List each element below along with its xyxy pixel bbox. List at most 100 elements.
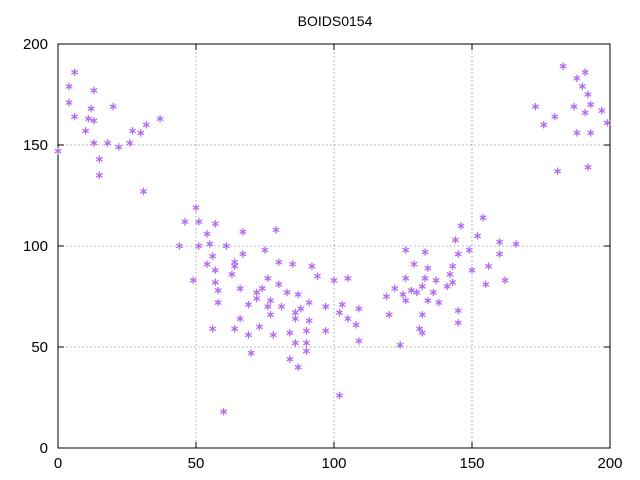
data-point: [189, 276, 197, 285]
data-point: [291, 308, 299, 317]
data-point: [302, 326, 310, 335]
data-point: [413, 288, 421, 297]
data-point: [253, 294, 261, 303]
data-point: [236, 284, 244, 293]
data-point: [267, 296, 274, 305]
data-point: [220, 407, 228, 416]
data-point: [126, 139, 134, 147]
data-point: [598, 106, 606, 115]
data-point: [584, 90, 592, 99]
data-point: [336, 391, 343, 400]
data-point: [264, 302, 272, 311]
data-point: [239, 228, 247, 236]
data-point: [452, 236, 459, 244]
data-point: [82, 127, 90, 135]
data-point: [402, 296, 410, 305]
data-point: [482, 280, 490, 289]
data-point: [95, 155, 103, 163]
data-point: [203, 230, 211, 238]
y-tick-label: 0: [40, 440, 48, 457]
data-point: [578, 82, 586, 91]
data-point: [465, 246, 473, 254]
data-point: [203, 260, 211, 269]
data-point: [336, 308, 343, 317]
data-point: [308, 262, 316, 271]
data-point: [261, 246, 269, 254]
data-point: [449, 262, 457, 271]
data-point: [275, 258, 283, 267]
data-point: [501, 276, 509, 285]
data-points: [54, 62, 611, 416]
data-point: [90, 139, 98, 147]
data-point: [540, 120, 548, 129]
data-point: [570, 102, 578, 111]
data-point: [355, 337, 363, 345]
y-tick-label: 50: [31, 339, 48, 356]
data-point: [245, 300, 252, 309]
data-point: [253, 288, 261, 297]
data-point: [305, 316, 313, 325]
data-point: [383, 292, 390, 301]
data-point: [344, 314, 352, 323]
data-point: [559, 62, 567, 71]
data-point: [474, 232, 481, 240]
data-point: [421, 274, 429, 283]
data-point: [209, 252, 216, 260]
data-point: [443, 282, 451, 291]
data-point: [294, 290, 302, 299]
data-point: [496, 238, 504, 246]
data-point: [302, 339, 310, 347]
x-tick-label: 150: [459, 455, 484, 472]
data-point: [71, 68, 78, 77]
data-point: [297, 304, 305, 313]
data-point: [109, 102, 117, 111]
data-point: [115, 143, 123, 151]
data-point: [278, 302, 285, 311]
data-point: [181, 217, 189, 226]
data-point: [512, 240, 520, 248]
data-point: [344, 274, 352, 283]
data-point: [399, 290, 407, 299]
data-point: [396, 341, 404, 349]
data-point: [355, 304, 363, 313]
data-point: [286, 355, 294, 363]
data-point: [231, 324, 239, 333]
axis-ticks: 0 50 100 150 200 0 50 100 150 200: [23, 36, 623, 472]
data-point: [90, 86, 98, 95]
y-tick-label: 100: [23, 238, 48, 255]
data-point: [449, 278, 457, 287]
data-point: [402, 246, 410, 254]
data-point: [239, 250, 247, 258]
data-point: [267, 310, 274, 319]
data-point: [206, 240, 214, 248]
data-point: [587, 129, 595, 137]
data-point: [573, 74, 581, 83]
data-point: [231, 262, 239, 271]
data-point: [402, 274, 410, 283]
data-point: [65, 82, 73, 91]
x-tick-label: 50: [188, 455, 205, 472]
data-point: [532, 102, 539, 111]
data-point: [211, 266, 219, 275]
data-point: [587, 100, 595, 109]
y-tick-label: 150: [23, 137, 48, 154]
data-point: [457, 221, 465, 230]
data-point: [84, 114, 92, 123]
data-point: [258, 284, 266, 293]
data-point: [385, 310, 393, 319]
data-point: [269, 331, 277, 339]
data-point: [485, 262, 492, 271]
data-point: [330, 276, 338, 285]
data-point: [95, 171, 103, 180]
data-point: [314, 272, 321, 281]
data-point: [65, 98, 73, 107]
data-point: [432, 276, 440, 285]
y-tick-label: 200: [23, 36, 48, 53]
data-point: [468, 266, 476, 275]
data-point: [264, 274, 272, 283]
data-point: [228, 270, 236, 279]
x-tick-label: 100: [321, 455, 346, 472]
data-point: [305, 298, 313, 307]
data-point: [581, 68, 589, 77]
